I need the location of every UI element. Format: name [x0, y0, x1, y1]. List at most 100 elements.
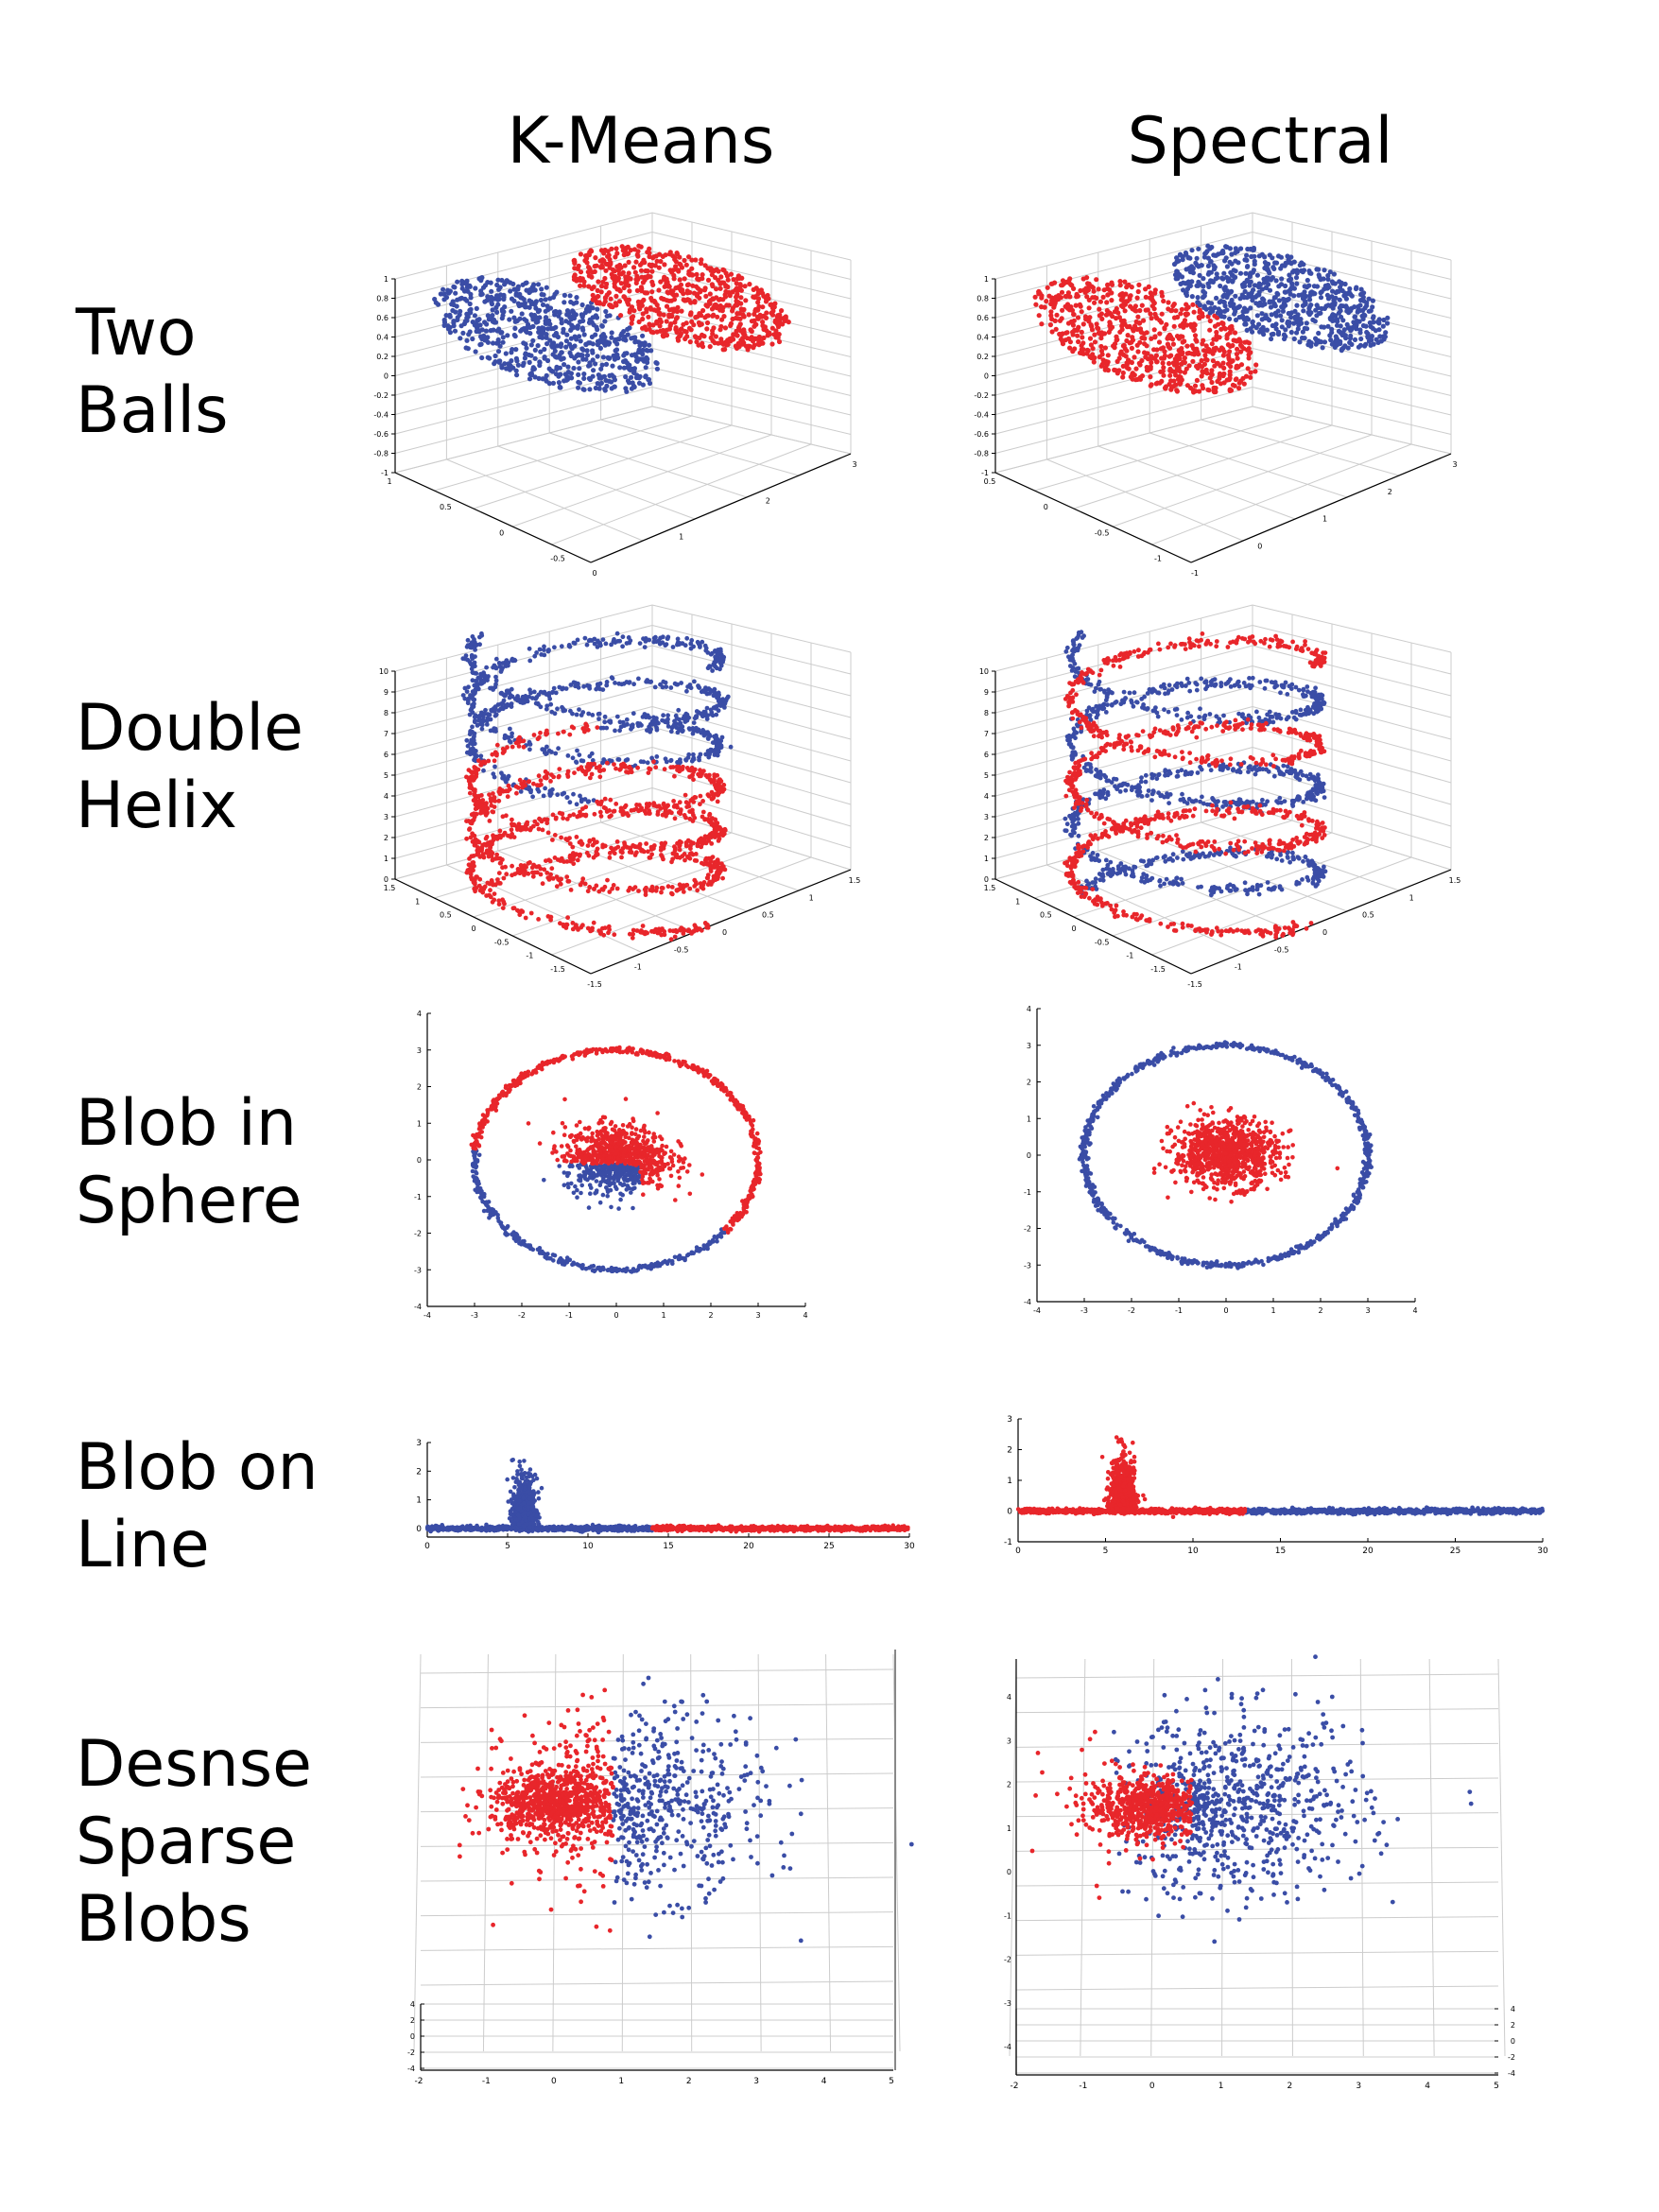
data-point — [649, 279, 655, 285]
data-point — [641, 759, 647, 765]
data-point — [663, 252, 668, 258]
data-point — [1159, 355, 1165, 361]
data-point — [1287, 291, 1293, 297]
data-point — [674, 764, 680, 769]
data-point — [670, 288, 676, 294]
data-point — [527, 658, 533, 664]
data-point — [584, 642, 590, 648]
data-point — [500, 313, 506, 319]
data-point — [482, 711, 488, 717]
data-point — [572, 260, 578, 266]
data-point — [1238, 349, 1244, 354]
data-point — [1201, 276, 1206, 282]
row-label-line: Balls — [76, 373, 229, 448]
data-point — [1161, 298, 1166, 304]
data-point — [491, 838, 496, 843]
data-point — [1182, 318, 1188, 323]
data-point — [522, 301, 527, 306]
data-point — [544, 341, 550, 347]
data-point — [1197, 389, 1202, 394]
data-point — [653, 765, 659, 770]
data-point — [627, 325, 632, 331]
data-point — [441, 297, 447, 302]
data-point — [594, 853, 598, 858]
data-point — [572, 266, 578, 271]
data-point — [515, 867, 521, 872]
data-point — [1285, 319, 1290, 324]
data-point — [1246, 291, 1252, 297]
data-point — [1098, 343, 1104, 350]
data-point — [1358, 286, 1364, 292]
data-point — [579, 713, 584, 717]
data-point — [489, 288, 494, 294]
data-point — [546, 366, 552, 372]
data-point — [734, 345, 740, 351]
data-point — [534, 650, 539, 655]
data-point — [510, 817, 514, 822]
data-point — [742, 284, 748, 289]
data-point — [682, 276, 687, 282]
data-point — [684, 288, 690, 294]
data-point — [531, 689, 537, 695]
data-point — [465, 637, 471, 643]
data-point — [1092, 300, 1097, 305]
grid-line — [651, 767, 852, 827]
grid-line — [473, 424, 733, 510]
data-point — [576, 359, 581, 365]
data-point — [1109, 282, 1115, 287]
data-point — [1136, 282, 1142, 287]
data-point — [1097, 330, 1103, 336]
data-point — [1160, 369, 1166, 374]
data-point — [438, 291, 443, 297]
data-point — [749, 319, 754, 324]
data-point — [1203, 367, 1209, 372]
data-point — [552, 291, 558, 297]
data-point — [1174, 255, 1180, 261]
y-tick-label: 1.5 — [384, 884, 396, 892]
data-point — [628, 248, 633, 253]
data-point — [607, 890, 613, 894]
grid-line — [1252, 232, 1452, 280]
z-tick-label: 0.6 — [976, 314, 989, 322]
data-point — [1194, 377, 1200, 383]
data-point — [443, 313, 449, 319]
data-point — [641, 929, 646, 935]
data-point — [649, 888, 655, 893]
data-point — [580, 726, 586, 732]
data-point — [722, 867, 728, 873]
data-point — [604, 292, 610, 298]
data-point — [1259, 251, 1265, 257]
data-point — [441, 291, 447, 297]
data-point — [694, 709, 700, 714]
data-point — [521, 360, 527, 366]
data-point — [734, 281, 739, 286]
data-point — [631, 384, 637, 389]
data-point — [619, 244, 625, 250]
data-point — [1189, 294, 1195, 300]
data-point — [677, 847, 683, 853]
data-point — [1137, 320, 1143, 326]
data-point — [562, 300, 567, 305]
data-point — [1197, 362, 1202, 368]
data-point — [1294, 281, 1300, 286]
data-point — [700, 860, 704, 866]
data-point — [695, 285, 701, 291]
data-point — [631, 314, 636, 320]
data-point — [1319, 305, 1324, 312]
data-point — [491, 317, 497, 322]
data-point — [1339, 332, 1345, 338]
data-point — [542, 689, 547, 695]
data-point — [1181, 287, 1186, 293]
data-point — [470, 862, 475, 867]
data-point — [495, 297, 501, 302]
data-point — [478, 334, 484, 339]
data-point — [1189, 351, 1195, 356]
data-point — [464, 774, 469, 780]
data-point — [625, 378, 631, 384]
data-point — [722, 827, 728, 833]
data-point — [1144, 368, 1150, 373]
grid-line — [1252, 367, 1452, 416]
data-point — [598, 289, 604, 295]
data-point — [459, 278, 465, 284]
data-point — [738, 301, 744, 306]
